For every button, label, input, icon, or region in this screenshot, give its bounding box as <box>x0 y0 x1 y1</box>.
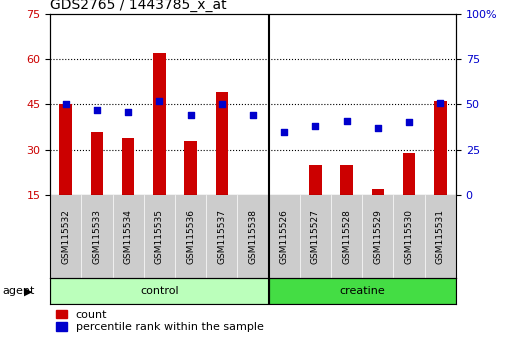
Bar <box>215 92 228 195</box>
Bar <box>433 101 445 195</box>
Point <box>155 98 163 104</box>
Point <box>248 113 257 118</box>
Text: GSM115526: GSM115526 <box>279 209 288 264</box>
Bar <box>340 165 352 195</box>
Point <box>373 125 381 131</box>
Text: GSM115536: GSM115536 <box>186 209 195 264</box>
Text: GDS2765 / 1443785_x_at: GDS2765 / 1443785_x_at <box>50 0 226 12</box>
Point <box>93 107 101 113</box>
Point <box>186 113 194 118</box>
Point <box>280 129 288 134</box>
Text: GSM115533: GSM115533 <box>92 209 101 264</box>
Point <box>311 123 319 129</box>
Bar <box>50 278 268 304</box>
Point <box>404 120 412 125</box>
Bar <box>122 137 134 195</box>
Text: creatine: creatine <box>339 286 384 296</box>
Text: GSM115527: GSM115527 <box>310 209 319 264</box>
Bar <box>153 53 165 195</box>
Text: GSM115530: GSM115530 <box>404 209 413 264</box>
Text: GSM115534: GSM115534 <box>123 209 132 264</box>
Point <box>62 102 70 107</box>
Text: GSM115529: GSM115529 <box>373 209 382 264</box>
Bar <box>371 189 383 195</box>
Point <box>217 102 225 107</box>
Text: ▶: ▶ <box>24 286 33 296</box>
Bar <box>402 153 415 195</box>
Point <box>435 100 443 105</box>
Text: agent: agent <box>3 286 35 296</box>
Text: GSM115538: GSM115538 <box>248 209 257 264</box>
Bar <box>184 141 196 195</box>
Text: GSM115528: GSM115528 <box>341 209 350 264</box>
Bar <box>268 278 455 304</box>
Text: GSM115537: GSM115537 <box>217 209 226 264</box>
Point <box>124 109 132 114</box>
Text: GSM115532: GSM115532 <box>61 209 70 264</box>
Text: GSM115531: GSM115531 <box>435 209 444 264</box>
Text: GSM115535: GSM115535 <box>155 209 164 264</box>
Text: control: control <box>140 286 178 296</box>
Bar <box>309 165 321 195</box>
Point <box>342 118 350 124</box>
Bar <box>60 104 72 195</box>
Bar <box>90 131 103 195</box>
Legend: count, percentile rank within the sample: count, percentile rank within the sample <box>56 310 263 332</box>
